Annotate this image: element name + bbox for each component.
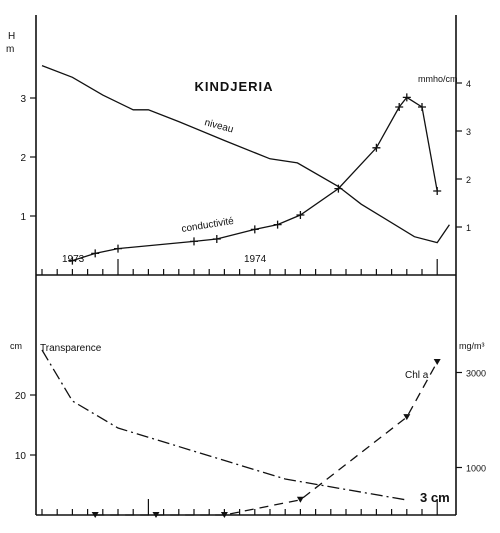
right-tick-label: 1	[466, 223, 471, 233]
data-point	[418, 103, 426, 111]
series-line	[41, 64, 450, 244]
data-point	[334, 184, 343, 193]
year-label-1973: 1973	[62, 254, 85, 265]
left-axis-unit: m	[6, 44, 14, 55]
left-tick-label: 10	[15, 451, 27, 462]
series-line	[95, 361, 438, 516]
data-point	[433, 187, 442, 195]
series-label-chl-a: Chl a	[405, 370, 429, 381]
data-point	[220, 512, 228, 518]
right-tick-label: 4	[466, 79, 471, 89]
data-point	[152, 512, 160, 518]
year-label-1974: 1974	[244, 254, 267, 265]
bottom-ticks: 10 20 1000 3000	[15, 369, 486, 515]
data-point	[190, 237, 198, 246]
top-series: niveau conductivité	[41, 64, 450, 265]
data-point	[395, 103, 404, 111]
right-tick-label: 3000	[466, 369, 486, 379]
data-point	[372, 143, 381, 152]
data-point	[273, 220, 282, 229]
data-point	[296, 211, 305, 219]
series-label-transparence: Transparence	[40, 343, 102, 354]
bottom-series: Transparence Chl a 3 cm	[40, 343, 450, 518]
series-line	[41, 349, 407, 501]
right-tick-label: 2	[466, 175, 471, 185]
right-tick-label: 3	[466, 127, 471, 137]
data-point	[403, 414, 411, 421]
top-ticks: 1 2 3 1 2 3 4	[20, 79, 471, 275]
left-axis-label: cm	[10, 341, 22, 351]
chart-title: KINDJERIA	[194, 79, 273, 94]
right-axis-label: mg/m³	[459, 341, 485, 351]
data-point	[402, 93, 411, 102]
series-label-conductivite: conductivité	[181, 216, 235, 235]
data-point	[433, 359, 441, 366]
left-tick-label: 20	[15, 391, 27, 402]
data-point	[114, 244, 122, 253]
data-point	[68, 256, 77, 265]
top-panel: KINDJERIA H m mmho/cm 1973 1974 1231234 …	[6, 31, 471, 275]
right-tick-label: 1000	[466, 464, 486, 474]
series-line	[72, 96, 438, 262]
left-tick-label: 2	[20, 153, 26, 164]
data-point	[296, 496, 304, 503]
left-axis-label: H	[8, 31, 15, 42]
data-point	[250, 225, 259, 234]
bottom-panel: cm mg/m³ 10 20 1000 3000 Transparence Chl a 3…	[10, 341, 486, 518]
data-point	[91, 249, 100, 258]
left-tick-label: 1	[20, 212, 26, 223]
data-point	[212, 235, 221, 243]
data-point	[91, 512, 99, 518]
right-axis-label: mmho/cm	[418, 74, 458, 84]
series-label-niveau: niveau	[203, 117, 234, 135]
left-tick-label: 3	[20, 94, 26, 105]
annotation-3cm: 3 cm	[420, 490, 450, 505]
